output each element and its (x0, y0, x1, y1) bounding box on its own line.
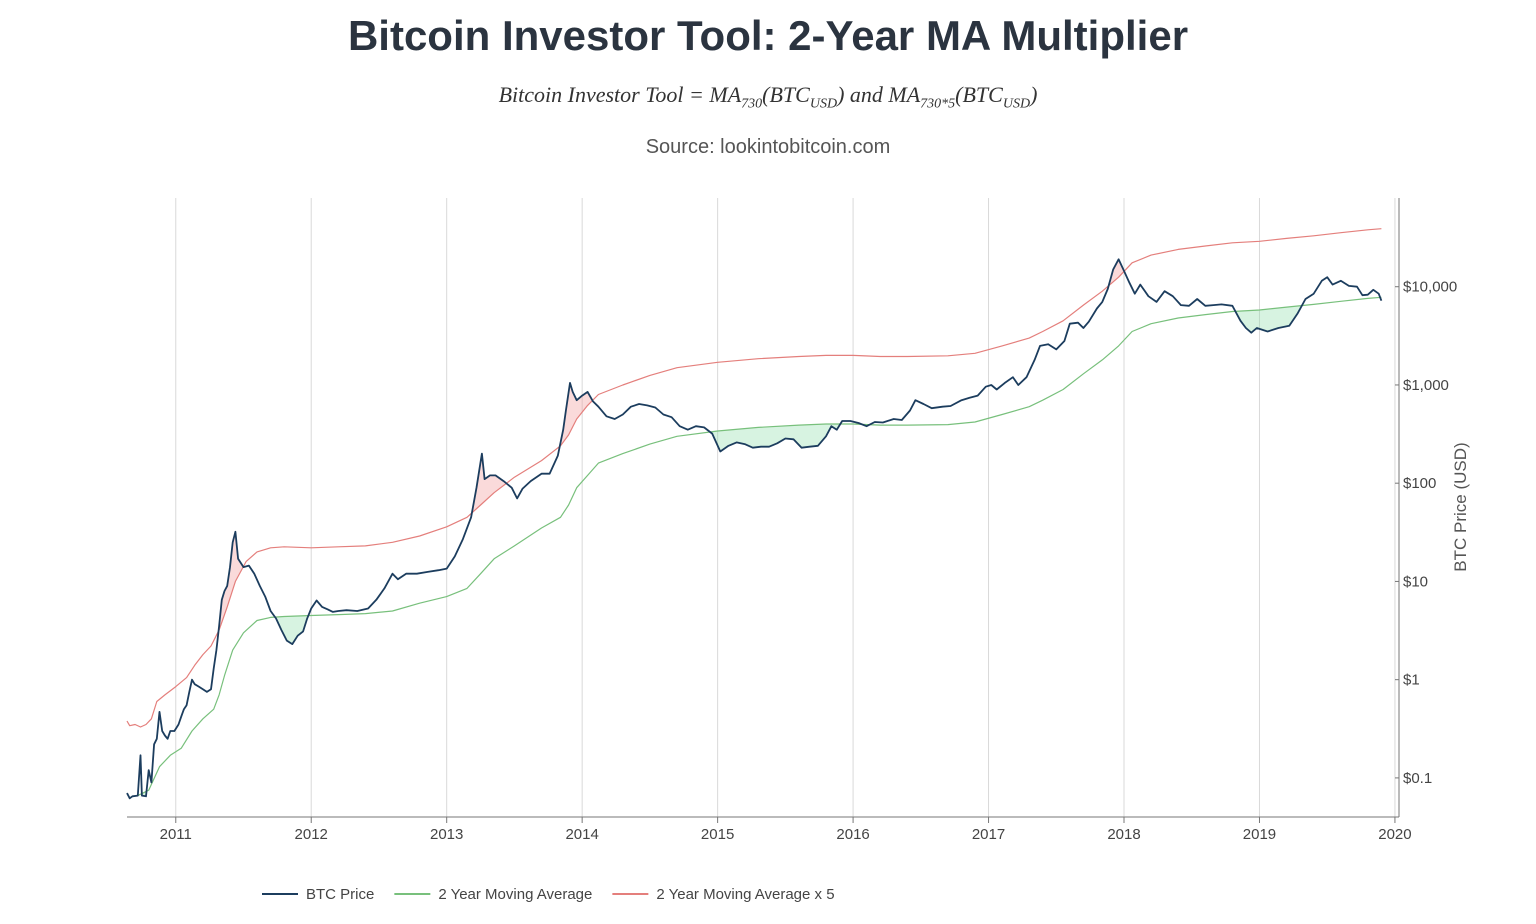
area-fills (142, 259, 1382, 797)
formula-ma2-sub: 730*5 (920, 96, 956, 112)
y-tick-label-$100: $100 (1403, 475, 1436, 492)
series-line-two-year-ma-x5 (126, 228, 1382, 728)
x-tick-label-2013: 2013 (430, 826, 463, 843)
formula-mid: ) and (837, 82, 889, 107)
x-tick-label-2017: 2017 (972, 826, 1005, 843)
x-tick-label-2019: 2019 (1243, 826, 1276, 843)
x-tick-label-2014: 2014 (565, 826, 598, 843)
legend-label-0: BTC Price (306, 886, 374, 903)
y-tick-label-$1,000: $1,000 (1403, 377, 1449, 394)
undervalued-fill-2 (710, 424, 841, 452)
legend: BTC Price 2 Year Moving Average 2 Year Mov… (262, 886, 835, 903)
y-tick-label-$0.1: $0.1 (1403, 770, 1432, 787)
axes: 2011 2012 2013 2014 2015 2016 2017 2018 2019 2020… (127, 198, 1470, 843)
series-line-two-year-ma (137, 296, 1382, 797)
chart-source: Source: lookintobitcoin.com (645, 136, 891, 158)
undervalued-fill-1 (275, 615, 308, 645)
series-lines (126, 228, 1383, 800)
x-tick-label-2015: 2015 (701, 826, 734, 843)
formula-ma2: MA (888, 82, 921, 107)
formula-ma1-sub: 730 (741, 96, 763, 112)
formula-lhs: Bitcoin Investor Tool = (498, 82, 710, 107)
overbought-fill-1 (472, 453, 507, 513)
formula-btc2-sub: USD (1002, 96, 1031, 112)
x-tick-label-2020: 2020 (1378, 826, 1411, 843)
chart-title: Bitcoin Investor Tool: 2-Year MA Multipl… (347, 12, 1189, 59)
formula-btc2: (BTC (955, 82, 1003, 107)
formula-ma1: MA (709, 82, 742, 107)
x-tick-label-2016: 2016 (836, 826, 869, 843)
grid-lines (175, 198, 1396, 817)
legend-label-1: 2 Year Moving Average (438, 886, 592, 903)
y-tick-label-$10,000: $10,000 (1403, 279, 1457, 296)
overbought-fill-0 (218, 531, 243, 632)
chart-formula: Bitcoin Investor Tool = MA730(BTCUSD) an… (0, 82, 1536, 112)
formula-end: ) (1030, 82, 1038, 107)
x-tick-label-2018: 2018 (1107, 826, 1140, 843)
formula-btc1: (BTC (762, 82, 810, 107)
x-tick-label-2012: 2012 (295, 826, 328, 843)
x-tick-label-2011: 2011 (160, 826, 192, 843)
overbought-fill-3 (1108, 259, 1124, 286)
y-tick-label-$10: $10 (1403, 573, 1428, 590)
legend-label-2: 2 Year Moving Average x 5 (656, 886, 834, 903)
y-axis-label: BTC Price (USD) (1451, 442, 1470, 571)
formula-btc1-sub: USD (809, 96, 838, 112)
series-line-btc-price (126, 258, 1383, 800)
y-tick-label-$1: $1 (1403, 672, 1420, 689)
